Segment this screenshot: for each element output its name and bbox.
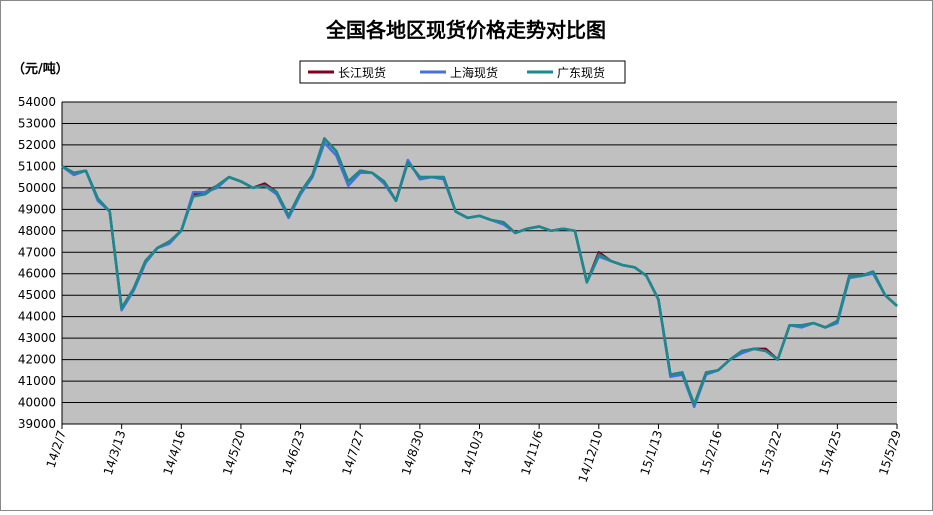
legend-label: 上海现货: [450, 65, 498, 80]
y-tick-label: 50000: [18, 181, 56, 195]
series-line: [61, 137, 898, 406]
legend-label: 广东现货: [557, 65, 605, 80]
y-tick-label: 39000: [18, 417, 56, 431]
legend-label: 长江现货: [338, 65, 386, 80]
y-tick-label: 47000: [18, 245, 56, 259]
y-tick-label: 44000: [18, 310, 56, 324]
y-tick-label: 53000: [18, 116, 56, 130]
y-tick-label: 48000: [18, 224, 56, 238]
y-tick-label: 49000: [18, 202, 56, 216]
y-tick-label: 41000: [18, 374, 56, 388]
y-tick-label: 42000: [18, 353, 56, 367]
y-axis-label: （元/吨）: [12, 61, 69, 77]
chart-title: 全国各地区现货价格走势对比图: [325, 18, 606, 42]
y-tick-label: 46000: [18, 267, 56, 281]
plot-area: [62, 102, 897, 424]
y-tick-label: 52000: [18, 138, 56, 152]
y-tick-label: 43000: [18, 331, 56, 345]
y-tick-label: 51000: [18, 159, 56, 173]
y-tick-label: 54000: [18, 95, 56, 109]
y-tick-label: 45000: [18, 288, 56, 302]
y-tick-label: 40000: [18, 396, 56, 410]
legend: [299, 60, 626, 84]
